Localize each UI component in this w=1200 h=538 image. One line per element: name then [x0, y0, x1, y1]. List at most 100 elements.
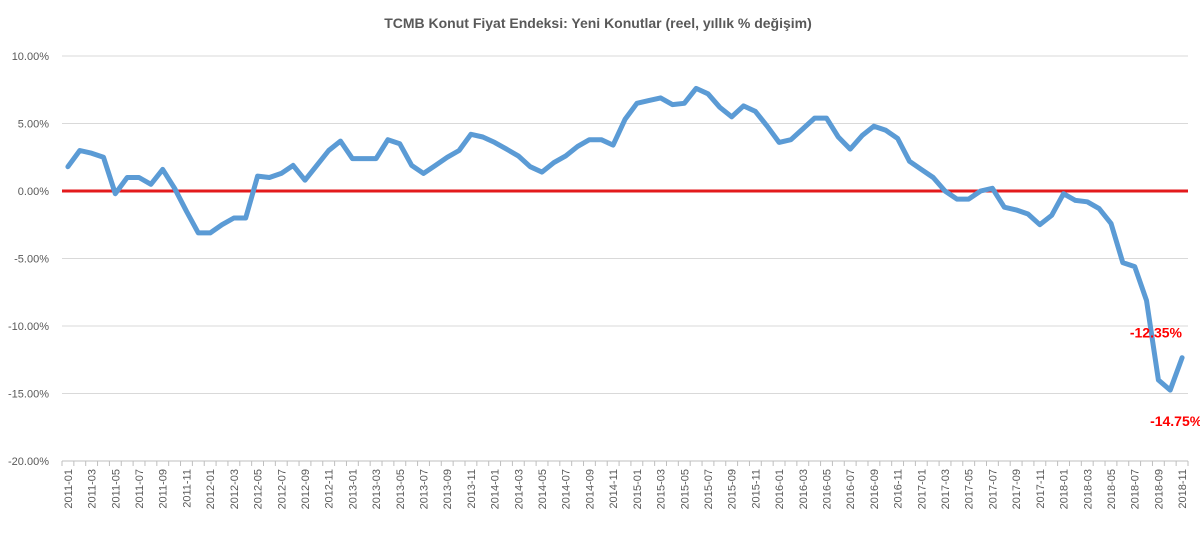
- x-tick-label: 2016-03: [798, 469, 810, 509]
- data-point: [1074, 199, 1077, 202]
- data-point: [541, 171, 544, 174]
- data-point: [422, 172, 425, 175]
- data-point: [801, 127, 804, 130]
- data-point: [588, 138, 591, 141]
- data-point: [315, 164, 318, 167]
- data-point: [884, 129, 887, 132]
- data-point: [612, 144, 615, 147]
- annotations: -12.35% -14.75%: [1130, 325, 1200, 429]
- data-point: [552, 161, 555, 164]
- x-tick-label: 2012-09: [300, 469, 312, 509]
- data-point: [766, 125, 769, 128]
- data-point: [576, 145, 579, 148]
- x-tick-label: 2015-07: [703, 469, 715, 509]
- x-tick-label: 2016-11: [893, 469, 905, 509]
- data-point: [1062, 192, 1065, 195]
- data-point: [647, 99, 650, 102]
- y-tick-label: -5.00%: [14, 254, 49, 266]
- data-point: [1109, 222, 1112, 225]
- data-point: [351, 157, 354, 160]
- x-tick-label: 2015-03: [656, 469, 668, 509]
- y-tick-label: -20.00%: [8, 456, 49, 468]
- data-point: [1133, 265, 1136, 268]
- data-point: [1086, 200, 1089, 203]
- data-point: [849, 148, 852, 151]
- data-point: [837, 136, 840, 139]
- y-tick-label: -10.00%: [8, 321, 49, 333]
- data-point: [292, 164, 295, 167]
- data-point: [1121, 261, 1124, 264]
- data-point: [991, 187, 994, 190]
- x-tick-label: 2017-09: [1011, 469, 1023, 509]
- x-tick-label: 2011-05: [110, 469, 122, 509]
- x-tick-label: 2012-01: [205, 469, 217, 509]
- data-point: [493, 141, 496, 144]
- series-line: [65, 85, 1185, 393]
- data-point: [446, 156, 449, 159]
- data-point: [825, 117, 828, 120]
- data-point: [1098, 207, 1101, 210]
- x-tick-label: 2017-11: [1035, 469, 1047, 509]
- x-tick-label: 2013-11: [466, 469, 478, 509]
- data-point: [66, 165, 69, 168]
- x-tick-label: 2012-11: [324, 469, 336, 509]
- data-point: [730, 115, 733, 118]
- data-point: [754, 110, 757, 113]
- x-tick-label: 2017-05: [964, 469, 976, 509]
- data-point: [268, 176, 271, 179]
- data-point: [1181, 356, 1184, 359]
- x-tick-label: 2017-07: [987, 469, 999, 509]
- data-point: [872, 125, 875, 128]
- data-point: [173, 187, 176, 190]
- data-point: [955, 198, 958, 201]
- data-point: [114, 192, 117, 195]
- x-tick-label: 2016-09: [869, 469, 881, 509]
- data-point: [221, 223, 224, 226]
- x-tick-label: 2018-01: [1059, 469, 1071, 509]
- x-tick-label: 2015-11: [750, 469, 762, 509]
- x-tick-label: 2013-03: [371, 469, 383, 509]
- x-tick-label: 2013-05: [395, 469, 407, 509]
- data-point: [375, 157, 378, 160]
- data-point: [517, 154, 520, 157]
- data-label: -12.35%: [1130, 325, 1183, 341]
- data-point: [410, 164, 413, 167]
- data-point: [1026, 212, 1029, 215]
- data-point: [102, 156, 105, 159]
- data-point: [695, 87, 698, 90]
- data-point: [256, 175, 259, 178]
- data-point: [458, 149, 461, 152]
- x-tick-label: 2012-03: [229, 469, 241, 509]
- data-point: [398, 142, 401, 145]
- x-tick-label: 2016-05: [821, 469, 833, 509]
- x-tick-label: 2015-09: [727, 469, 739, 509]
- data-point: [600, 138, 603, 141]
- data-point: [706, 92, 709, 95]
- data-point: [659, 96, 662, 99]
- data-point: [1015, 208, 1018, 211]
- data-point: [778, 141, 781, 144]
- x-tick-label: 2012-05: [253, 469, 265, 509]
- data-point: [813, 117, 816, 120]
- data-point: [861, 134, 864, 137]
- data-point: [138, 176, 141, 179]
- x-tick-label: 2014-09: [584, 469, 596, 509]
- data-point: [896, 137, 899, 140]
- x-tick-label: 2017-01: [916, 469, 928, 509]
- data-point: [1145, 299, 1148, 302]
- data-point: [469, 133, 472, 136]
- data-point: [671, 103, 674, 106]
- x-tick-label: 2014-01: [490, 469, 502, 509]
- data-point: [1038, 223, 1041, 226]
- x-tick-label: 2011-03: [87, 469, 99, 509]
- x-axis: [61, 460, 1189, 466]
- x-tick-label: 2015-01: [632, 469, 644, 509]
- data-point: [529, 165, 532, 168]
- x-tick-label: 2018-03: [1082, 469, 1094, 509]
- x-tick-label: 2012-07: [276, 469, 288, 509]
- x-tick-label: 2017-03: [940, 469, 952, 509]
- y-tick-label: -15.00%: [8, 389, 49, 401]
- data-point: [908, 160, 911, 163]
